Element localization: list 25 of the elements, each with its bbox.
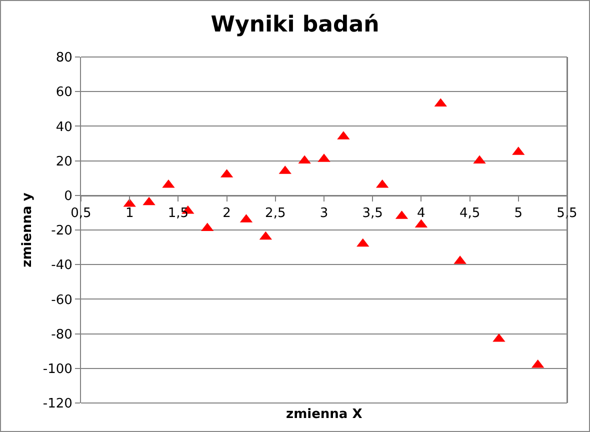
x-tick-label: 3,5 (362, 206, 383, 221)
x-tick-label: 1,5 (168, 206, 189, 221)
y-tick-label: -40 (51, 258, 72, 274)
x-tick-label: 5,5 (556, 206, 578, 221)
x-tick-label: 3 (320, 206, 328, 221)
y-tick-label: 0 (64, 188, 72, 204)
x-tick-label: 4 (417, 206, 426, 221)
x-tick-label: 4,5 (459, 206, 480, 221)
x-tick-label: 0,5 (70, 206, 92, 221)
y-tick-label: 60 (56, 85, 72, 100)
y-tick-label: 40 (56, 120, 72, 135)
y-tick-label: -100 (42, 362, 72, 377)
x-tick-label: 5 (514, 206, 523, 221)
y-tick-label: 20 (56, 154, 72, 170)
y-tick-label: -80 (51, 327, 72, 342)
y-tick-label: -60 (51, 292, 72, 308)
x-tick-label: 2,5 (265, 206, 286, 221)
x-axis-title: zmienna X (286, 407, 362, 422)
y-tick-label: -120 (42, 396, 72, 412)
y-tick-label: -20 (51, 224, 72, 239)
y-tick-label: 80 (56, 50, 72, 66)
x-tick-label: 2 (222, 206, 231, 221)
x-tick-label: 1 (125, 206, 134, 221)
y-axis-title: zmienna y (20, 192, 35, 268)
chart-title: Wyniki badań (210, 12, 380, 38)
